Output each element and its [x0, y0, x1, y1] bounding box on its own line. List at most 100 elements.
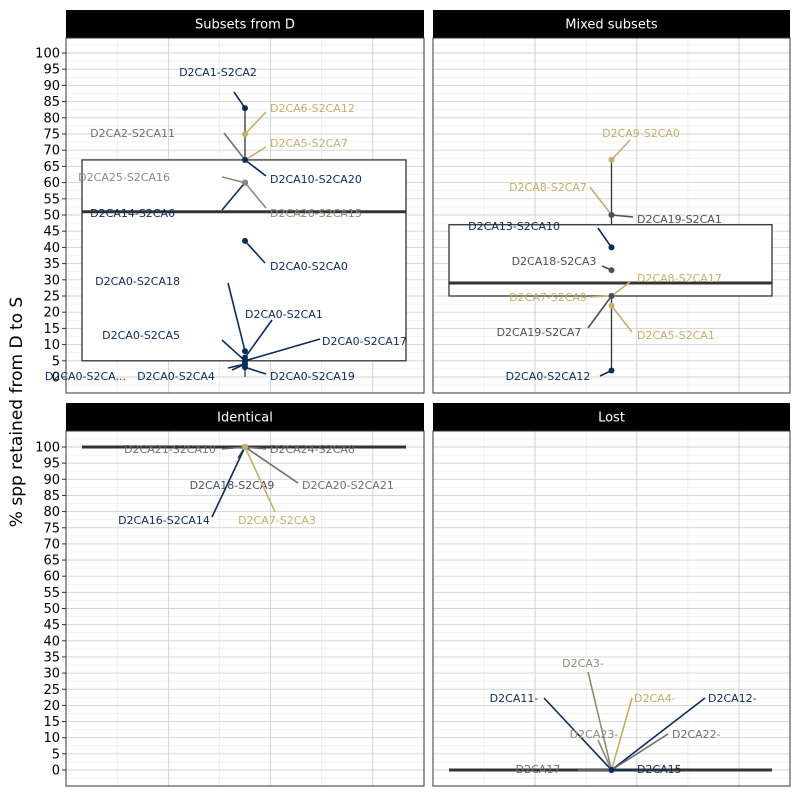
label-leader-line: [227, 282, 246, 352]
y-tick-label: 45: [43, 225, 60, 240]
data-point: [608, 212, 615, 218]
label-leader-line: [543, 697, 613, 771]
data-point: [242, 237, 248, 244]
panel-border: [65, 430, 425, 787]
point-label: D2CA1-S2CA2: [179, 66, 257, 79]
data-point: [608, 156, 615, 163]
label-leader-line: [611, 214, 634, 218]
y-tick-label: 25: [43, 683, 60, 698]
facet-strip: [66, 10, 424, 38]
facet-panel-2: Mixed subsets D2CA9-S2CA0 D2CA8-S2CA7 D2CA1…: [432, 10, 791, 394]
label-leader-line: [244, 111, 267, 135]
data-point: [608, 302, 615, 309]
point-label: D2CA19-S2CA1: [637, 213, 722, 226]
y-tick-label: 95: [43, 63, 60, 78]
y-tick-label: 30: [43, 273, 60, 288]
point-label: D2CA8-S2CA17: [637, 272, 722, 285]
label-leader-line: [611, 697, 706, 771]
panel-border: [432, 430, 791, 787]
y-tick-label: 85: [43, 489, 60, 504]
y-tick-label: 60: [43, 176, 60, 191]
y-tick-label: 45: [43, 618, 60, 633]
point-label: D2CA0-S2CA17: [322, 335, 407, 348]
label-leader-line: [244, 446, 276, 513]
point-label: D2CA0-S2CA12: [506, 370, 591, 383]
point-label: D2CA5-S2CA1: [637, 329, 715, 342]
point-label: D2CA15: [637, 763, 682, 776]
point-label: D2CA9-S2CA0: [602, 127, 680, 140]
y-tick-label: 5: [52, 747, 60, 762]
point-label: D2CA13-S2CA10: [468, 220, 560, 233]
label-leader-line: [211, 446, 246, 518]
label-leader-line: [244, 159, 267, 177]
label-leader-line: [244, 319, 273, 359]
point-label: D2CA8-S2CA7: [509, 181, 587, 194]
label-leader-line: [244, 338, 321, 362]
point-label: D2CA20-S2CA21: [302, 479, 394, 492]
point-label: D2CA14-S2CA6: [90, 207, 175, 220]
point-label: D2CA0-S2CA5: [102, 329, 180, 342]
facet-title: Lost: [598, 411, 625, 426]
point-label: D2CA10-S2CA20: [270, 173, 362, 186]
y-tick-label: 80: [43, 111, 60, 126]
data-point: [608, 293, 615, 299]
label-leader-line: [244, 446, 299, 484]
label-leader-line: [244, 182, 267, 209]
point-label: D2CA7-S2CA9: [509, 291, 587, 304]
data-point: [608, 767, 615, 773]
label-leader-line: [589, 186, 613, 216]
label-leader-line: [610, 305, 633, 333]
y-tick-label: 40: [43, 634, 60, 649]
y-tick-label: 0: [52, 371, 60, 386]
facet-strip: [433, 403, 790, 431]
point-label: D2CA0-S2CA4: [137, 370, 215, 383]
point-label: D2CA26-S2CA15: [270, 207, 362, 220]
data-point: [242, 131, 248, 137]
y-tick-label: 75: [43, 128, 60, 143]
label-leader-line: [244, 146, 267, 161]
y-tick-label: 65: [43, 160, 60, 175]
box: [81, 159, 407, 362]
facet-strip: [433, 10, 790, 38]
y-tick-label: 95: [43, 457, 60, 472]
label-leader-line: [611, 733, 669, 771]
y-tick-label: 25: [43, 290, 60, 305]
point-label: D2CA0-S2CA...: [45, 370, 126, 383]
label-leader-line: [587, 671, 613, 771]
point-label: D2CA12-: [708, 692, 757, 705]
point-label: D2CA7-S2CA3: [238, 514, 316, 527]
box: [448, 224, 773, 297]
point-label: D2CA11-: [490, 692, 539, 705]
facet-title: Subsets from D: [195, 18, 295, 33]
y-tick-label: 55: [43, 192, 60, 207]
data-point: [242, 348, 248, 355]
point-label: D2CA0-S2CA1: [245, 308, 323, 321]
y-tick-label: 10: [43, 731, 60, 746]
label-leader-line: [244, 366, 267, 375]
y-tick-label: 100: [35, 47, 60, 62]
y-tick-label: 65: [43, 554, 60, 569]
point-label: D2CA6-S2CA12: [270, 102, 355, 115]
facet-strip: [66, 403, 424, 431]
label-leader-line: [223, 132, 246, 161]
point-label: D2CA25-S2CA16: [78, 171, 170, 184]
y-tick-label: 80: [43, 505, 60, 520]
label-leader-line: [221, 339, 246, 362]
point-label: D2CA5-S2CA7: [270, 137, 348, 150]
y-axis-label: % spp retained from D to S: [7, 297, 27, 527]
y-tick-label: 70: [43, 537, 60, 552]
label-leader-line: [221, 182, 246, 211]
data-point: [608, 244, 615, 251]
y-tick-label: 0: [52, 764, 60, 779]
y-tick-label: 30: [43, 667, 60, 682]
point-label: D2CA0-S2CA0: [270, 260, 348, 273]
label-leader-line: [244, 446, 267, 450]
label-leader-line: [589, 295, 612, 298]
label-leader-line: [597, 739, 613, 771]
point-label: D2CA17: [516, 763, 561, 776]
point-label: D2CA4-: [634, 692, 676, 705]
y-tick-label: 20: [43, 306, 60, 321]
y-tick-label: 60: [43, 570, 60, 585]
